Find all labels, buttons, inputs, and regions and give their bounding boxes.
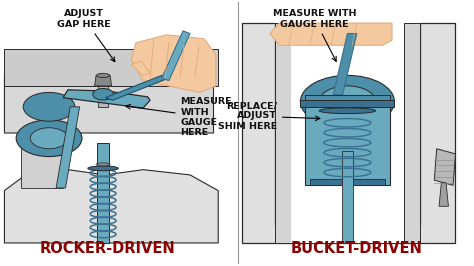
Text: MEASURE WITH
GAUGE HERE: MEASURE WITH GAUGE HERE: [273, 9, 356, 61]
Polygon shape: [95, 75, 111, 86]
Polygon shape: [4, 49, 218, 86]
Circle shape: [338, 96, 357, 107]
Circle shape: [319, 86, 375, 117]
Polygon shape: [21, 133, 63, 188]
Circle shape: [93, 89, 113, 100]
Circle shape: [30, 128, 68, 149]
Text: BUCKET-DRIVEN: BUCKET-DRIVEN: [291, 241, 423, 256]
Bar: [291, 23, 404, 243]
Polygon shape: [131, 61, 150, 75]
Circle shape: [16, 120, 82, 157]
Polygon shape: [56, 107, 80, 188]
Bar: [310, 179, 385, 185]
Ellipse shape: [96, 163, 110, 166]
Polygon shape: [131, 35, 216, 92]
Polygon shape: [434, 149, 456, 185]
Polygon shape: [4, 170, 218, 243]
Text: ROCKER-DRIVEN: ROCKER-DRIVEN: [40, 241, 176, 256]
Text: ADJUST
GAP HERE: ADJUST GAP HERE: [57, 9, 115, 62]
Text: REPLACE/
ADJUST
SHIM HERE: REPLACE/ ADJUST SHIM HERE: [218, 101, 320, 131]
Polygon shape: [63, 90, 150, 108]
Bar: [342, 151, 353, 243]
Polygon shape: [105, 75, 169, 100]
Circle shape: [23, 92, 75, 121]
Circle shape: [301, 75, 394, 128]
Bar: [305, 102, 390, 185]
Bar: [305, 94, 390, 100]
Polygon shape: [4, 75, 213, 133]
Polygon shape: [270, 23, 392, 45]
Bar: [301, 100, 394, 107]
Polygon shape: [333, 34, 357, 94]
Polygon shape: [242, 23, 456, 243]
Polygon shape: [439, 183, 448, 206]
Bar: [404, 23, 420, 243]
Ellipse shape: [88, 166, 118, 171]
Bar: [274, 23, 291, 243]
Text: MEASURE
WITH
GAUGE
HERE: MEASURE WITH GAUGE HERE: [126, 97, 232, 138]
Ellipse shape: [97, 73, 109, 77]
Ellipse shape: [319, 108, 375, 114]
Bar: [98, 143, 109, 243]
Polygon shape: [162, 31, 190, 81]
Bar: [99, 86, 108, 107]
